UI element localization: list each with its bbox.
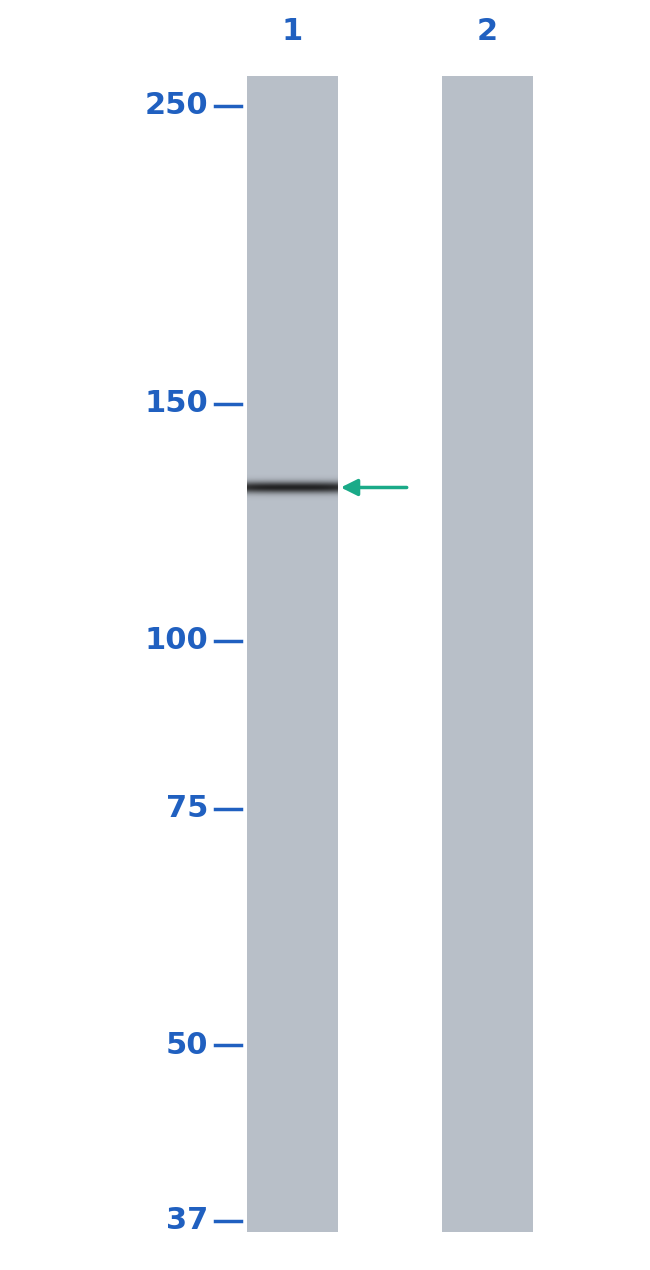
Text: 50: 50 (166, 1031, 208, 1059)
Text: 37: 37 (166, 1206, 208, 1236)
Text: 100: 100 (144, 626, 208, 655)
Text: 150: 150 (144, 390, 208, 419)
Text: 250: 250 (144, 91, 208, 121)
FancyBboxPatch shape (247, 76, 338, 1232)
FancyBboxPatch shape (442, 76, 533, 1232)
Text: 1: 1 (282, 18, 303, 46)
Text: 75: 75 (166, 794, 208, 823)
Text: 2: 2 (477, 18, 498, 46)
